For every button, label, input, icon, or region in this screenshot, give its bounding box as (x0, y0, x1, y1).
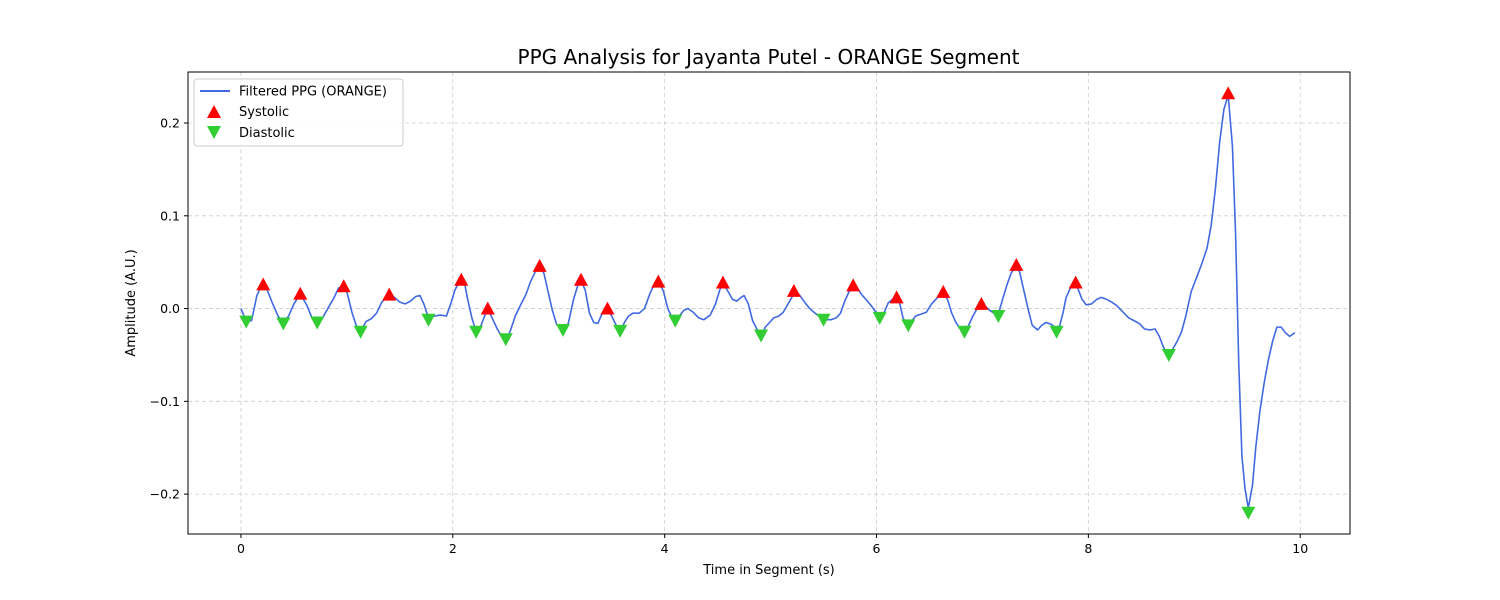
diastolic-trough-marker (668, 314, 683, 328)
y-axis-label: Amplitude (A.U.) (124, 249, 139, 356)
y-tick-label: 0.2 (160, 116, 180, 131)
y-tick-label: 0.1 (160, 208, 180, 223)
systolic-peak-marker (1221, 86, 1236, 100)
systolic-peak-marker (336, 279, 351, 293)
diastolic-trough-marker (310, 316, 325, 330)
diastolic-trough-marker (754, 329, 769, 343)
systolic-peak-marker (454, 272, 469, 286)
diastolic-trough-marker (872, 311, 887, 325)
systolic-peak-marker (256, 277, 271, 291)
systolic-peak-marker (573, 272, 588, 286)
x-tick-label: 0 (237, 541, 245, 556)
x-tick-label: 6 (873, 541, 881, 556)
diastolic-trough-marker (498, 333, 513, 347)
x-tick-label: 8 (1084, 541, 1092, 556)
diastolic-trough-marker (1161, 349, 1176, 362)
systolic-peak-marker (651, 274, 666, 288)
systolic-peak-marker (715, 275, 730, 289)
grid-lines (188, 72, 1350, 534)
diastolic-trough-marker (421, 313, 436, 327)
systolic-peak-marker (936, 284, 951, 298)
systolic-peak-marker (382, 287, 397, 301)
legend-triangle-up-icon (207, 105, 221, 118)
x-tick-label: 4 (661, 541, 669, 556)
legend-label-filtered-ppg: Filtered PPG (ORANGE) (239, 85, 387, 100)
plot-area-frame (187, 71, 1351, 535)
legend-box (193, 78, 404, 147)
y-tick-label: −0.1 (150, 394, 180, 409)
peak-markers (239, 86, 1256, 520)
diastolic-trough-marker (957, 325, 972, 339)
systolic-peak-marker (600, 301, 615, 315)
diastolic-trough-marker (1241, 506, 1256, 520)
signal-layer (240, 94, 1296, 509)
legend-label-systolic: Systolic (239, 105, 289, 120)
systolic-peak-marker (1009, 257, 1024, 271)
x-tick-label: 10 (1292, 541, 1308, 556)
systolic-peak-marker (974, 296, 989, 310)
systolic-peak-marker (786, 283, 801, 297)
diastolic-trough-marker (901, 319, 916, 333)
systolic-peak-marker (846, 278, 861, 292)
diastolic-trough-marker (239, 315, 254, 329)
diastolic-trough-marker (353, 325, 368, 339)
y-tick-label: −0.2 (150, 487, 180, 502)
systolic-peak-marker (1068, 275, 1083, 289)
diastolic-trough-marker (991, 310, 1006, 323)
x-axis-ticks: 0 2 4 6 8 10 (237, 534, 1308, 556)
x-tick-label: 2 (449, 541, 457, 556)
diastolic-trough-marker (613, 324, 628, 338)
systolic-peak-marker (480, 301, 495, 315)
legend-label-diastolic: Diastolic (239, 126, 295, 141)
diastolic-trough-marker (555, 323, 570, 337)
chart-title: PPG Analysis for Jayanta Putel - ORANGE … (518, 45, 1020, 69)
diastolic-trough-marker (469, 325, 484, 339)
systolic-peak-marker (889, 290, 904, 304)
diastolic-trough-marker (1049, 325, 1064, 339)
y-axis-ticks: −0.2 −0.1 0.0 0.1 0.2 (150, 116, 188, 502)
legend: Filtered PPG (ORANGE) Systolic Diastolic (193, 78, 404, 147)
ppg-signal-line (240, 94, 1296, 509)
diastolic-trough-marker (276, 317, 291, 331)
diastolic-trough-marker (816, 313, 831, 327)
x-axis-label: Time in Segment (s) (702, 563, 834, 578)
systolic-peak-marker (532, 258, 547, 272)
y-tick-label: 0.0 (160, 301, 180, 316)
legend-triangle-down-icon (207, 126, 221, 139)
systolic-peak-marker (293, 286, 308, 300)
